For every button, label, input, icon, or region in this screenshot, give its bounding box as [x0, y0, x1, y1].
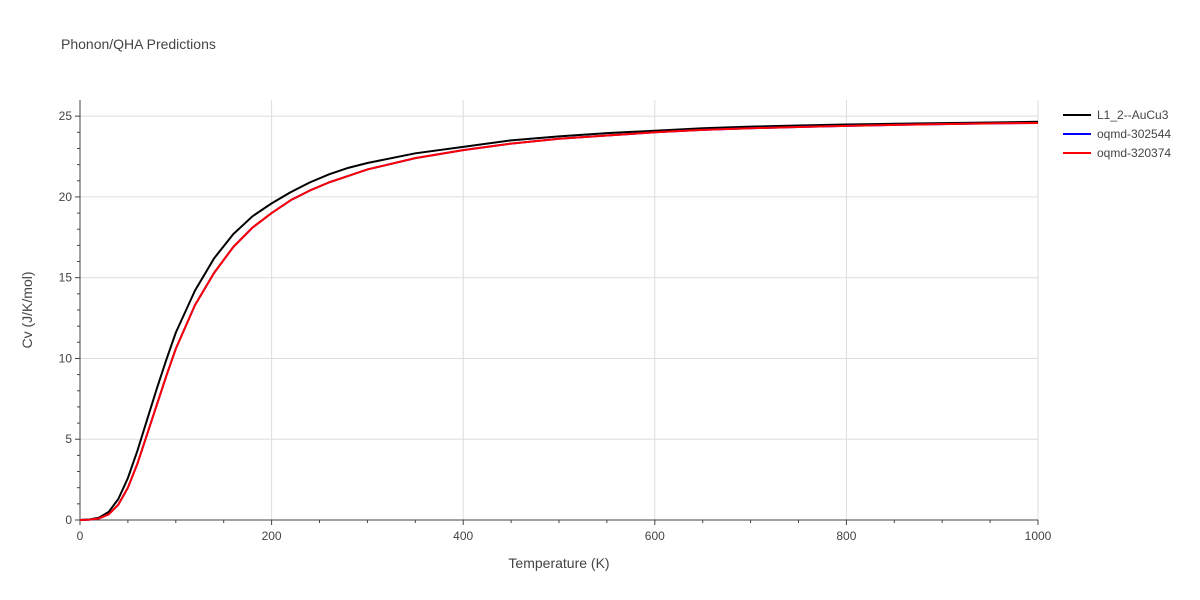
- chart-title: Phonon/QHA Predictions: [61, 36, 216, 52]
- y-tick-label: 15: [59, 271, 73, 285]
- x-tick-label: 0: [77, 529, 84, 543]
- series-line-L1_2--AuCu3: [79, 120, 1039, 521]
- series-line-oqmd-320374: [79, 121, 1039, 521]
- y-tick-label: 0: [65, 513, 72, 527]
- legend-label: oqmd-302544: [1097, 127, 1171, 141]
- x-tick-label: 1000: [1025, 529, 1052, 543]
- grid-layer: [80, 100, 1039, 520]
- legend: L1_2--AuCu3 oqmd-302544 oqmd-320374: [1063, 108, 1171, 160]
- legend-label: L1_2--AuCu3: [1097, 108, 1169, 122]
- axis-layer: 0 200 400 600 800 1000 0 5 10 15 20 25: [59, 100, 1052, 543]
- series-layer: [79, 120, 1039, 521]
- y-axis-title: Cv (J/K/mol): [19, 272, 35, 349]
- legend-label: oqmd-320374: [1097, 146, 1171, 160]
- x-tick-label: 800: [836, 529, 856, 543]
- x-tick-label: 400: [453, 529, 473, 543]
- x-tick-label: 600: [645, 529, 665, 543]
- x-axis-title: Temperature (K): [508, 555, 609, 571]
- x-tick-label: 200: [262, 529, 282, 543]
- y-tick-label: 25: [59, 109, 73, 123]
- y-tick-label: 5: [65, 432, 72, 446]
- y-tick-label: 20: [59, 190, 73, 204]
- series-line-oqmd-302544: [79, 121, 1039, 521]
- y-tick-label: 10: [59, 351, 73, 365]
